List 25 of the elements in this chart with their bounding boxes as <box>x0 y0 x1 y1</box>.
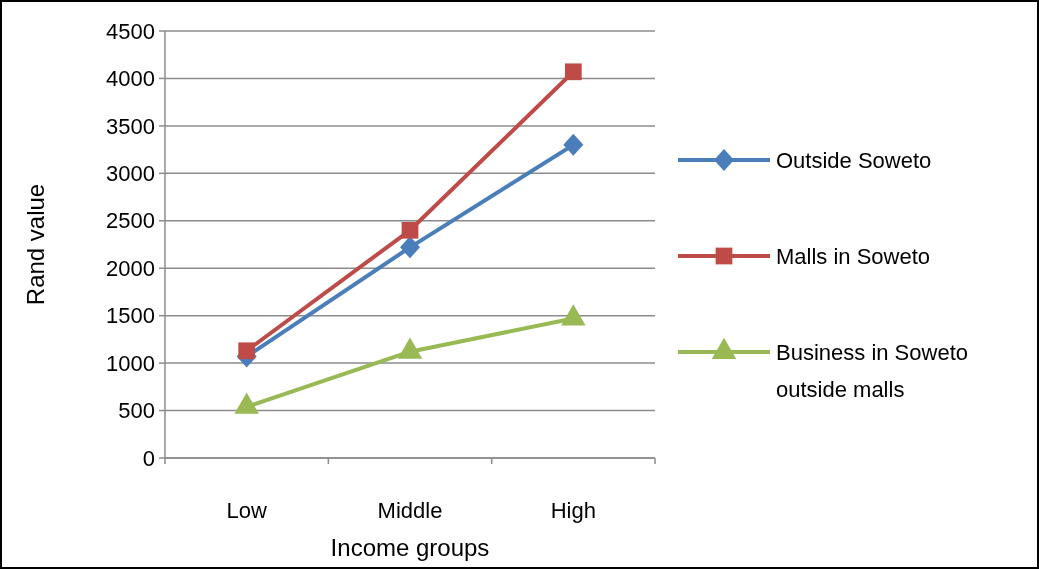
legend-label: Business in Soweto outside malls <box>776 339 968 402</box>
y-tick-label: 3000 <box>106 161 155 187</box>
point <box>561 304 586 326</box>
x-tick-label: Middle <box>377 498 443 523</box>
point <box>563 133 584 156</box>
y-tick-label: 4500 <box>106 18 155 44</box>
y-tick-label: 0 <box>142 445 155 471</box>
point <box>234 392 259 414</box>
legend-label: Outside Soweto <box>776 147 932 173</box>
point <box>401 221 419 239</box>
y-axis-title: Rand value <box>22 183 49 306</box>
y-tick-label: 1500 <box>106 303 155 329</box>
x-tick-label: High <box>550 498 596 523</box>
point <box>397 337 423 359</box>
y-tick-label: 500 <box>118 398 155 424</box>
point <box>564 63 582 81</box>
y-tick-label: 1000 <box>106 350 155 376</box>
y-tick-label: 4000 <box>106 66 155 92</box>
x-tick-label: Low <box>226 498 267 523</box>
x-axis-title: Income groups <box>330 534 490 561</box>
y-tick-label: 2500 <box>106 208 155 234</box>
point <box>400 236 420 259</box>
y-tick-label: 2000 <box>106 255 155 281</box>
legend-label: Malls in Soweto <box>776 243 931 269</box>
y-tick-label: 3500 <box>106 113 155 139</box>
